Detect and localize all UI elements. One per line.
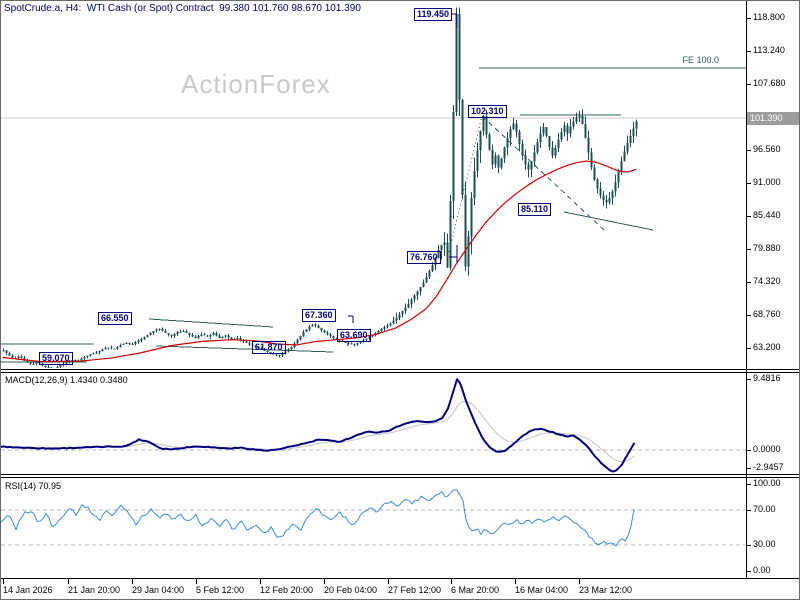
- date-axis-label: 5 Feb 12:00: [196, 585, 245, 595]
- date-axis-label: 21 Jan 20:00: [68, 585, 121, 595]
- price-axis-label: 91.000: [753, 177, 781, 187]
- price-axis-label: 9.4816: [753, 373, 781, 383]
- date-axis-label: 12 Feb 20:00: [260, 585, 314, 595]
- date-axis-label: 6 Mar 20:00: [451, 585, 500, 595]
- rsi-label: RSI(14) 70.95: [5, 481, 62, 491]
- fib-extension-label: FE 100.0: [682, 55, 719, 65]
- price-axis-label: 68.760: [753, 309, 781, 319]
- price-axis-label: 100.00: [753, 478, 781, 488]
- price-annotation[interactable]: 85.110: [518, 203, 552, 216]
- price-annotation[interactable]: 63.690: [337, 329, 371, 342]
- price-axis-label: 63.200: [753, 342, 781, 352]
- price-axis-label: 0.00: [753, 565, 771, 575]
- price-axis-label: 107.680: [753, 78, 786, 88]
- date-axis-label: 16 Mar 04:00: [515, 585, 569, 595]
- price-axis-label: 113.240: [753, 45, 785, 55]
- price-axis-label: 85.440: [753, 210, 781, 220]
- price-axis-label: 74.320: [753, 276, 781, 286]
- price-annotation[interactable]: 66.550: [98, 312, 132, 325]
- price-axis-label: 70.00: [753, 504, 776, 514]
- price-axis-label: -2.9457: [753, 462, 784, 472]
- date-axis-label: 14 Jan 2026: [3, 585, 53, 595]
- price-annotation[interactable]: 67.360: [302, 309, 336, 322]
- price-annotation[interactable]: 59.070: [39, 352, 73, 365]
- chart-title: SpotCrude.a, H4: WTI Cash (or Spot) Cont…: [4, 3, 361, 14]
- price-annotation[interactable]: 76.760: [407, 251, 441, 264]
- price-annotation[interactable]: 61.870: [252, 341, 286, 354]
- price-axis-label: 0.0000: [753, 444, 781, 454]
- date-axis-label: 20 Feb 04:00: [324, 585, 378, 595]
- date-axis-label: 29 Jan 04:00: [132, 585, 185, 595]
- price-annotation[interactable]: 119.450: [414, 8, 453, 21]
- date-axis-label: 23 Mar 12:00: [579, 585, 633, 595]
- current-price-tag: 101.390: [747, 112, 799, 125]
- price-axis-label: 118.800: [753, 12, 785, 22]
- price-axis-label: 96.560: [753, 144, 781, 154]
- macd-label: MACD(12,26,9) 1.4340 0.3480: [5, 375, 128, 385]
- watermark: ActionForex: [181, 69, 331, 99]
- price-annotation[interactable]: 102.310: [468, 105, 507, 118]
- date-axis-label: 27 Feb 12:00: [388, 585, 442, 595]
- price-axis-label: 79.880: [753, 243, 781, 253]
- price-axis-label: 30.00: [753, 539, 776, 549]
